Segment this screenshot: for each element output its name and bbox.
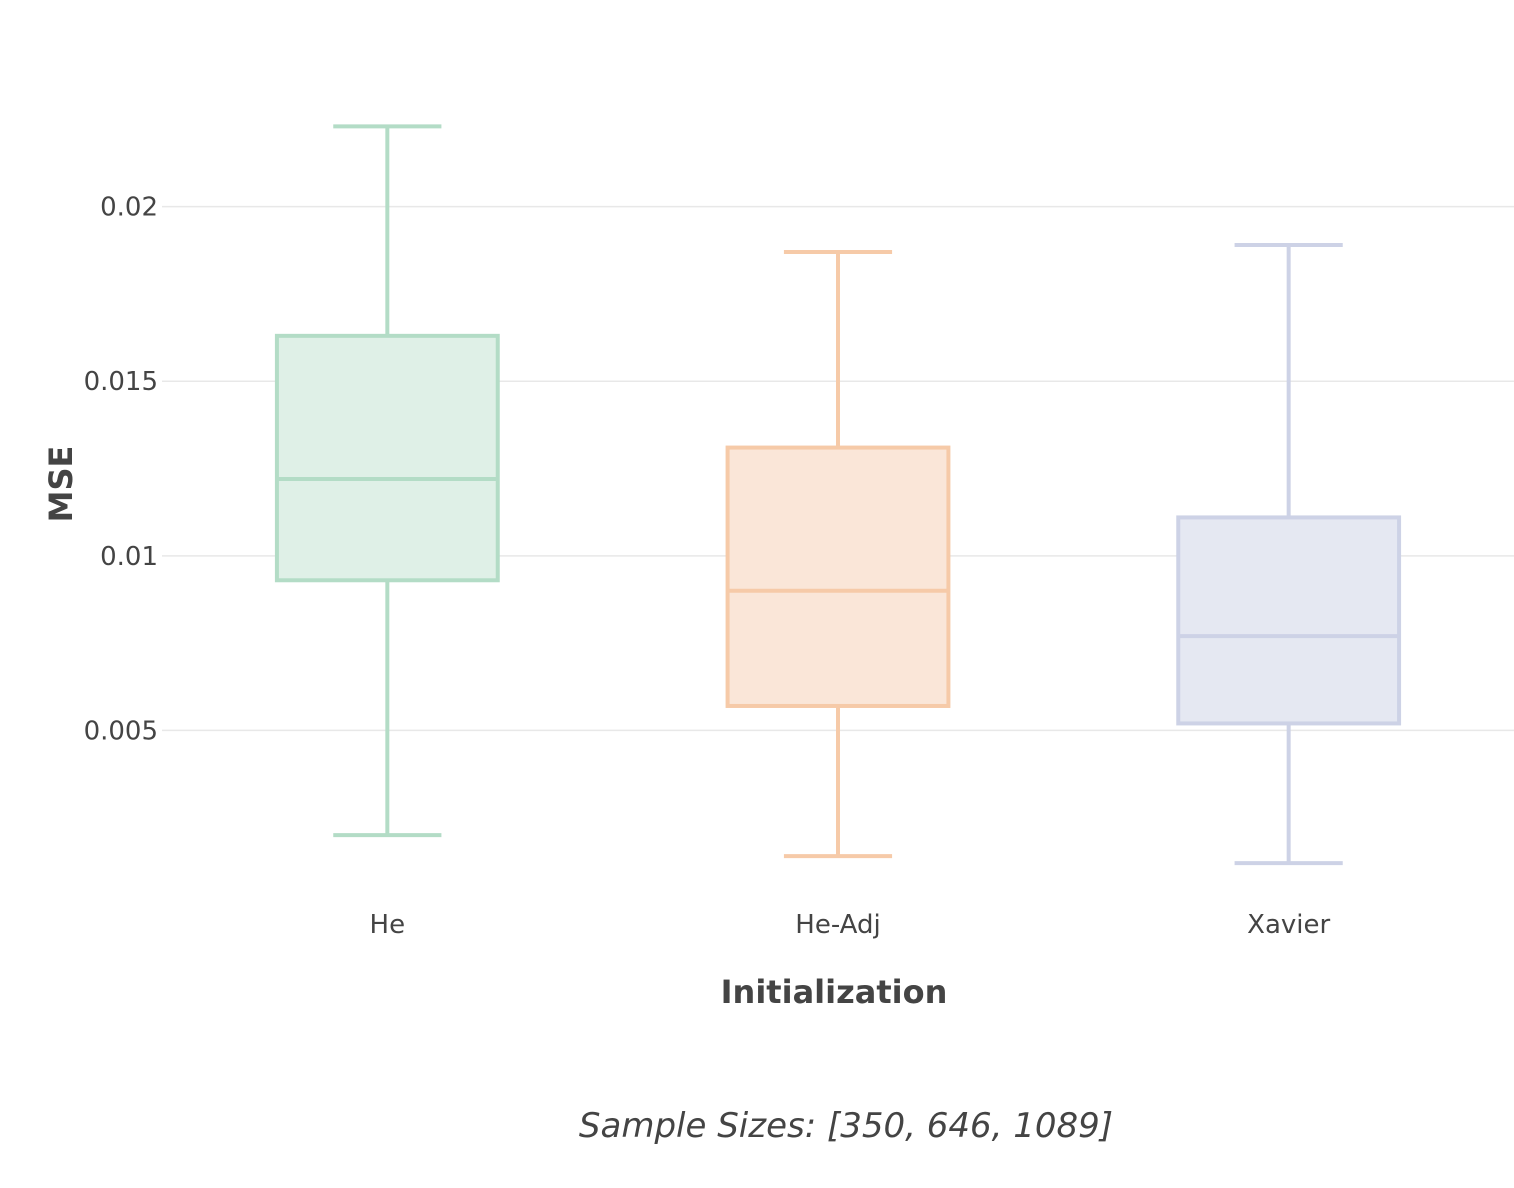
- boxes: [274, 124, 1402, 866]
- x-axis-ticks: He He-Adj Xavier: [370, 910, 1331, 940]
- x-tick-label: Xavier: [1247, 910, 1330, 940]
- x-axis-title: Initialization: [721, 973, 948, 1011]
- iqr-box: [274, 333, 500, 583]
- y-tick-label: 0.005: [84, 716, 158, 746]
- box-xavier: [1176, 243, 1402, 866]
- x-tick-label: He-Adj: [795, 910, 880, 940]
- iqr-box: [1176, 515, 1402, 726]
- box-he-adj: [725, 250, 951, 859]
- y-tick-label: 0.02: [100, 193, 158, 223]
- y-axis-ticks: 0.005 0.01 0.015 0.02: [84, 193, 158, 747]
- iqr-box: [725, 445, 951, 708]
- y-axis-title: MSE: [42, 446, 80, 523]
- y-tick-label: 0.015: [84, 367, 158, 397]
- x-tick-label: He: [370, 910, 406, 940]
- box-he: [274, 124, 500, 838]
- y-tick-label: 0.01: [100, 542, 158, 572]
- sample-size-annotation: Sample Sizes: [350, 646, 1089]: [579, 1106, 1113, 1146]
